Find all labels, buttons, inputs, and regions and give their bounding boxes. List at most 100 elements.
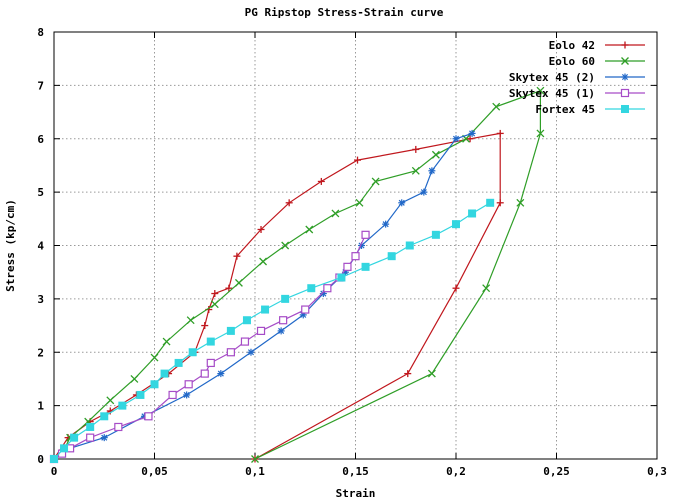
data-point [432,151,439,158]
legend-label: Eolo 60 [549,55,595,68]
data-point [247,349,254,356]
x-tick-label: 0,3 [647,465,667,478]
data-point [243,317,250,324]
data-point [453,135,460,142]
data-point [432,231,439,238]
data-point [207,338,214,345]
series-layer [51,87,544,462]
data-point [352,253,359,260]
data-point [412,146,419,153]
data-point [51,456,58,463]
data-point [469,210,476,217]
legend-swatch-marker [622,90,629,97]
x-tick-label: 0 [51,465,58,478]
data-point [280,317,287,324]
data-point [189,349,196,356]
data-point [282,295,289,302]
data-point [235,279,242,286]
series-line [54,235,366,459]
data-point [318,178,325,185]
data-point [354,157,361,164]
data-point [338,274,345,281]
series-2 [51,130,476,463]
data-point [161,370,168,377]
data-point [332,210,339,217]
data-point [151,381,158,388]
data-point [308,285,315,292]
data-point [493,103,500,110]
legend-swatch-marker [622,106,629,113]
data-point [227,349,234,356]
data-point [227,327,234,334]
y-tick-label: 5 [37,186,44,199]
data-point [119,402,126,409]
legend-entry: Eolo 42 [549,39,645,52]
data-point [420,189,427,196]
data-point [278,327,285,334]
legend-entry: Skytex 45 (2) [509,71,645,84]
data-point [362,231,369,238]
data-point [453,285,460,292]
data-point [262,306,269,313]
data-point [71,434,78,441]
data-point [398,199,405,206]
legend-entry: Fortex 45 [535,103,645,116]
data-point [517,199,524,206]
legend-label: Fortex 45 [535,103,595,116]
data-point [241,338,248,345]
data-point [497,130,504,137]
legend-label: Skytex 45 (1) [509,87,595,100]
data-point [87,434,94,441]
data-point [169,391,176,398]
legend-label: Eolo 42 [549,39,595,52]
data-point [145,413,152,420]
x-tick-label: 0,25 [543,465,570,478]
series-0 [51,130,504,463]
y-axis-title: Stress (kp/cm) [4,199,17,292]
y-tick-label: 3 [37,293,44,306]
data-point [362,263,369,270]
data-point [183,391,190,398]
data-point [406,242,413,249]
data-point [87,423,94,430]
data-point [428,167,435,174]
data-point [187,317,194,324]
x-tick-label: 0,1 [245,465,265,478]
series-3 [51,231,370,462]
series-line [54,133,500,459]
data-point [372,178,379,185]
y-tick-label: 6 [37,133,44,146]
series-line [54,133,472,459]
data-point [344,263,351,270]
legend-swatch-marker [622,42,629,49]
data-point [107,397,114,404]
data-point [412,167,419,174]
data-point [483,285,490,292]
data-point [404,370,411,377]
data-point [306,226,313,233]
data-point [211,290,218,297]
x-axis-title: Strain [336,487,376,500]
data-point [201,322,208,329]
legend: Eolo 42 Eolo 60 Skytex 45 (2) Skytex 45 (1)… [509,39,645,116]
series-line [54,91,540,459]
data-point [207,359,214,366]
data-point [428,370,435,377]
data-point [356,199,363,206]
legend-label: Skytex 45 (2) [509,71,595,84]
y-tick-label: 7 [37,79,44,92]
x-tick-label: 0,05 [141,465,168,478]
data-point [225,285,232,292]
data-point [302,306,309,313]
y-tick-label: 0 [37,453,44,466]
data-point [115,423,122,430]
x-tick-label: 0,2 [446,465,466,478]
data-point [388,253,395,260]
data-point [497,199,504,206]
data-point [260,258,267,265]
data-point [101,413,108,420]
data-point [211,301,218,308]
data-point [175,359,182,366]
legend-entry: Skytex 45 (1) [509,87,645,100]
